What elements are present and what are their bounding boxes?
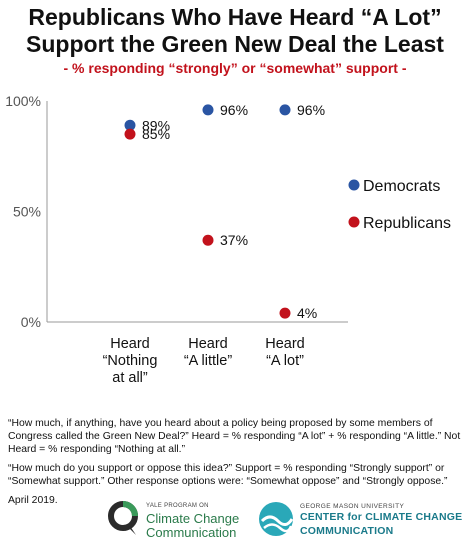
title-line-1: Republicans Who Have Heard “A Lot” xyxy=(28,4,442,30)
y-tick-label: 50% xyxy=(13,204,41,220)
footnote-heard: “How much, if anything, have you heard a… xyxy=(8,418,461,455)
yale-program-label: YALE PROGRAM ON xyxy=(146,503,209,509)
gmu-logo: GEORGE MASON UNIVERSITY CENTER for CLIMA… xyxy=(256,495,466,543)
y-tick-label: 0% xyxy=(21,314,41,330)
x-category-label: Heard “A lot” xyxy=(265,336,305,369)
chart-subtitle: - % responding “strongly” or “somewhat” … xyxy=(63,60,407,76)
data-label: 85% xyxy=(142,126,170,142)
x-category-label: Heard “Nothing at all” xyxy=(103,336,158,386)
data-label: 4% xyxy=(297,305,317,321)
legend-label: Republicans xyxy=(363,215,451,232)
gmu-university-label: GEORGE MASON UNIVERSITY xyxy=(300,503,405,510)
yale-name-line-1: Climate Change xyxy=(146,511,240,526)
legend-label: Democrats xyxy=(363,178,440,195)
yale-logo: YALE PROGRAM ON Climate Change Communica… xyxy=(106,495,256,543)
data-label: 37% xyxy=(220,232,248,248)
data-point xyxy=(124,128,136,140)
yale-ring-icon xyxy=(108,501,138,535)
data-label: 89% xyxy=(142,117,170,133)
x-category-label: Heard “A little” xyxy=(184,336,233,369)
data-point xyxy=(279,307,291,319)
data-point xyxy=(124,119,136,131)
title-line-2: Support the Green New Deal the Least xyxy=(26,31,444,57)
legend-marker xyxy=(348,179,360,191)
gmu-center-line-2: COMMUNICATION xyxy=(300,525,394,537)
gmu-center-line-1: CENTER for CLIMATE CHANGE xyxy=(300,511,463,523)
data-point xyxy=(202,104,214,116)
chart-title: Republicans Who Have Heard “A Lot” Suppo… xyxy=(0,4,470,58)
footnotes: “How much, if anything, have you heard a… xyxy=(8,417,466,513)
data-point xyxy=(279,104,291,116)
footnote-support: “How much do you support or oppose this … xyxy=(8,463,448,487)
logos: YALE PROGRAM ON Climate Change Communica… xyxy=(0,495,470,545)
yale-name-line-2: Communication xyxy=(146,525,237,540)
legend-marker xyxy=(348,216,360,228)
gmu-wave-icon xyxy=(259,502,294,536)
data-label: 96% xyxy=(220,102,248,118)
data-point xyxy=(202,234,214,246)
footnote-date: April 2019. xyxy=(8,495,58,506)
chart-plot: 0% 50% 100% Heard “Nothing at all” Heard “A lit… xyxy=(5,93,451,386)
data-label: 96% xyxy=(297,102,325,118)
y-tick-label: 100% xyxy=(5,93,41,109)
